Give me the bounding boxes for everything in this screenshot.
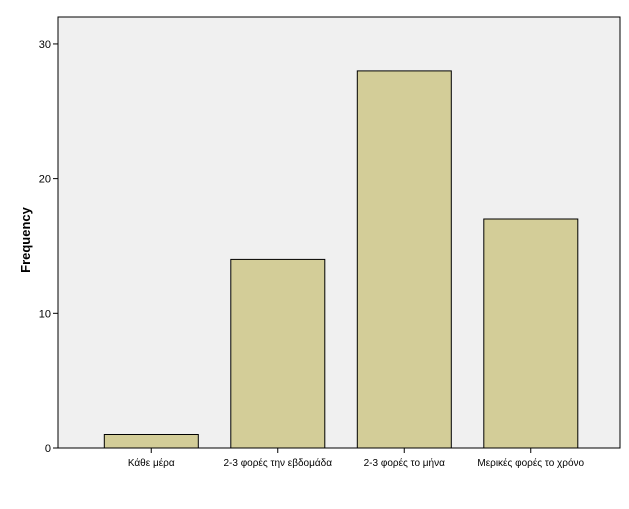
x-tick-label: Κάθε μέρα bbox=[128, 457, 175, 469]
bar bbox=[356, 70, 452, 449]
bar bbox=[103, 434, 199, 449]
x-tick-label: 2-3 φορές το μήνα bbox=[364, 457, 445, 469]
x-tick-label: 2-3 φορές την εβδομάδα bbox=[223, 457, 332, 469]
bar bbox=[230, 258, 326, 449]
y-tick-label: 10 bbox=[39, 308, 51, 320]
bars-layer bbox=[103, 70, 579, 449]
y-tick-label: 20 bbox=[39, 174, 51, 186]
y-tick-label: 30 bbox=[39, 39, 51, 51]
bar bbox=[483, 218, 579, 449]
x-axis: Κάθε μέρα 2-3 φορές την εβδομάδα 2-3 φορές… bbox=[128, 448, 585, 469]
y-axis-title: Frequency bbox=[18, 206, 33, 273]
y-axis: 0 10 20 30 bbox=[39, 39, 58, 455]
y-tick-label: 0 bbox=[45, 443, 51, 455]
x-tick-label: Μερικές φορές το χρόνο bbox=[477, 457, 584, 469]
